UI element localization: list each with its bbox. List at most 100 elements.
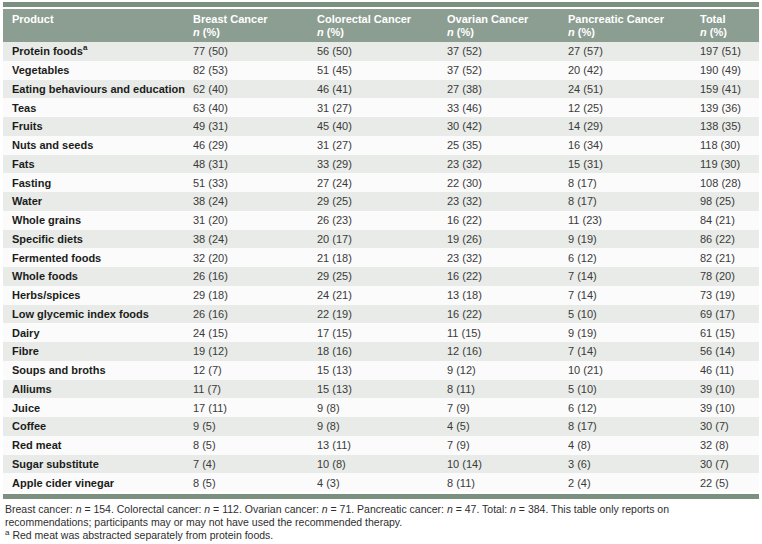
count-percent-cell: 51 (45) [317,61,447,80]
table-row: Nuts and seeds46 (29)31 (27)25 (35)16 (3… [3,136,759,155]
count-percent-cell: 77 (50) [193,42,317,61]
count-percent-cell: 16 (22) [447,305,568,324]
product-label: Nuts and seeds [3,136,193,155]
table-row: Alliums11 (7)15 (13)8 (11)5 (10)39 (10) [3,380,759,399]
product-label: Fruits [3,117,193,136]
count-percent-cell: 18 (16) [317,342,447,361]
count-percent-cell: 38 (24) [193,192,317,211]
count-percent-cell: 7 (4) [193,455,317,474]
count-percent-cell: 63 (40) [193,98,317,117]
count-percent-cell: 11 (23) [568,211,700,230]
table-row: Herbs/spices29 (18)24 (21)13 (18)7 (14)7… [3,286,759,305]
count-percent-cell: 98 (25) [700,192,759,211]
table-row: Coffee9 (5)9 (8)4 (5)8 (17)30 (7) [3,417,759,436]
count-percent-cell: 45 (40) [317,117,447,136]
count-percent-cell: 12 (16) [447,342,568,361]
column-header-pancreatic-cancer: Pancreatic Cancern (%) [568,9,700,42]
count-percent-cell: 4 (3) [317,473,447,492]
table-row: Soups and broths12 (7)15 (13)9 (12)10 (2… [3,361,759,380]
footnote-a: a Red meat was abstracted separately fro… [5,529,757,542]
general-note: Breast cancer: n = 154. Colorectal cance… [5,503,757,529]
count-percent-cell: 9 (8) [317,398,447,417]
count-percent-cell: 26 (16) [193,305,317,324]
count-percent-cell: 16 (22) [447,211,568,230]
count-percent-cell: 7 (9) [447,398,568,417]
count-percent-cell: 24 (15) [193,323,317,342]
count-percent-cell: 82 (21) [700,248,759,267]
count-percent-cell: 14 (29) [568,117,700,136]
count-percent-cell: 9 (12) [447,361,568,380]
count-percent-cell: 3 (6) [568,455,700,474]
count-percent-cell: 82 (53) [193,61,317,80]
table-row: Fats48 (31)33 (29)23 (32)15 (31)119 (30) [3,155,759,174]
table-row: Whole grains31 (20)26 (23)16 (22)11 (23)… [3,211,759,230]
count-percent-cell: 31 (27) [317,136,447,155]
count-percent-cell: 20 (17) [317,230,447,249]
count-percent-cell: 8 (11) [447,473,568,492]
count-percent-cell: 17 (11) [193,398,317,417]
count-percent-cell: 139 (36) [700,98,759,117]
table-row: Eating behaviours and education62 (40)46… [3,80,759,99]
column-header-breast-cancer: Breast Cancern (%) [193,9,317,42]
count-percent-cell: 31 (20) [193,211,317,230]
count-percent-cell: 7 (9) [447,436,568,455]
count-percent-cell: 19 (12) [193,342,317,361]
count-percent-cell: 25 (35) [447,136,568,155]
count-percent-cell: 62 (40) [193,80,317,99]
paper-table-page: ProductBreast Cancern (%)Colorectal Canc… [0,0,762,544]
product-label: Alliums [3,380,193,399]
count-percent-cell: 32 (20) [193,248,317,267]
count-percent-cell: 4 (5) [447,417,568,436]
table-row: Teas63 (40)31 (27)33 (46)12 (25)139 (36) [3,98,759,117]
product-label: Eating behaviours and education [3,80,193,99]
product-label: Low glycemic index foods [3,305,193,324]
footnote-a-marker: a [5,528,9,537]
count-percent-cell: 118 (30) [700,136,759,155]
count-percent-cell: 2 (4) [568,473,700,492]
product-label: Coffee [3,417,193,436]
count-percent-cell: 26 (23) [317,211,447,230]
count-percent-cell: 10 (14) [447,455,568,474]
table-row: Juice17 (11)9 (8)7 (9)6 (12)39 (10) [3,398,759,417]
table-footnotes: Breast cancer: n = 154. Colorectal cance… [3,499,759,542]
table-row: Apple cider vinegar8 (5)4 (3)8 (11)2 (4)… [3,473,759,492]
product-label: Fats [3,155,193,174]
count-percent-cell: 30 (7) [700,417,759,436]
product-label: Teas [3,98,193,117]
product-label: Herbs/spices [3,286,193,305]
count-percent-cell: 13 (11) [317,436,447,455]
count-percent-cell: 38 (24) [193,230,317,249]
count-percent-cell: 6 (12) [568,398,700,417]
count-percent-cell: 7 (14) [568,267,700,286]
count-percent-cell: 9 (19) [568,323,700,342]
count-percent-cell: 27 (24) [317,173,447,192]
table-row: Fermented foods32 (20)21 (18)23 (32)6 (1… [3,248,759,267]
product-label: Fermented foods [3,248,193,267]
count-percent-cell: 19 (26) [447,230,568,249]
count-percent-cell: 16 (34) [568,136,700,155]
count-percent-cell: 24 (51) [568,80,700,99]
count-percent-cell: 46 (41) [317,80,447,99]
count-percent-cell: 10 (8) [317,455,447,474]
count-percent-cell: 86 (22) [700,230,759,249]
column-header-total: Totaln (%) [700,9,759,42]
table-row: Fasting51 (33)27 (24)22 (30)8 (17)108 (2… [3,173,759,192]
table-row: Dairy24 (15)17 (15)11 (15)9 (19)61 (15) [3,323,759,342]
count-percent-cell: 108 (28) [700,173,759,192]
count-percent-cell: 9 (8) [317,417,447,436]
count-percent-cell: 12 (7) [193,361,317,380]
count-percent-cell: 21 (18) [317,248,447,267]
table-header-row: ProductBreast Cancern (%)Colorectal Canc… [3,9,759,42]
count-percent-cell: 8 (17) [568,192,700,211]
count-percent-cell: 32 (8) [700,436,759,455]
count-percent-cell: 197 (51) [700,42,759,61]
count-percent-cell: 23 (32) [447,192,568,211]
count-percent-cell: 56 (50) [317,42,447,61]
count-percent-cell: 8 (5) [193,473,317,492]
table-row: Vegetables82 (53)51 (45)37 (52)20 (42)19… [3,61,759,80]
count-percent-cell: 7 (14) [568,286,700,305]
count-percent-cell: 31 (27) [317,98,447,117]
count-percent-cell: 84 (21) [700,211,759,230]
count-percent-cell: 37 (52) [447,42,568,61]
count-percent-cell: 78 (20) [700,267,759,286]
